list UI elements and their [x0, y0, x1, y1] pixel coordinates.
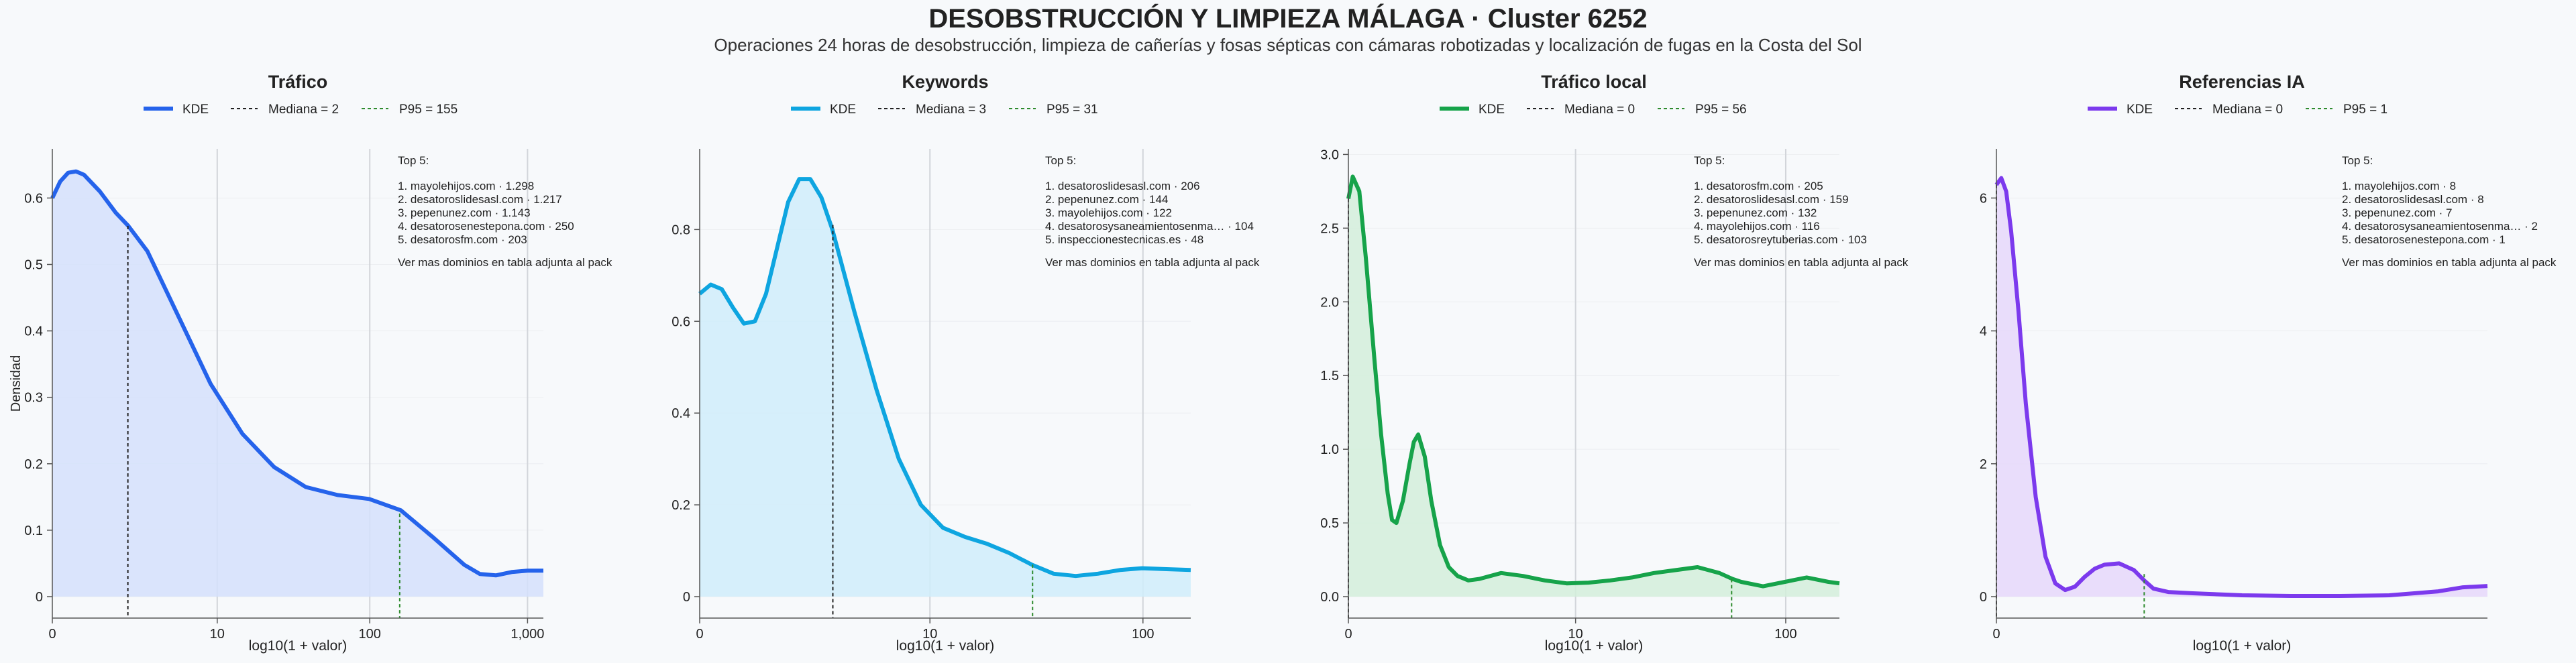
top5-item: 5. desatorosenestepona.com · 1	[2342, 233, 2506, 246]
y-tick-label: 0.0	[1320, 590, 1339, 605]
x-tick-label: 0	[696, 627, 703, 642]
legend-p95-label: P95 = 155	[399, 103, 458, 117]
top5-item: 2. pepenunez.com · 144	[1045, 193, 1168, 206]
y-tick-label: 0.5	[1320, 516, 1339, 531]
top5-item: 1. mayolehijos.com · 1.298	[398, 180, 534, 192]
x-axis-label: log10(1 + valor)	[1545, 638, 1644, 654]
top5-title: Top 5:	[398, 154, 429, 167]
chart-panel-3: Tráfico local KDE Mediana = 0 P95 = 56 0.0 0.…	[1320, 72, 1909, 654]
kde-line	[50, 169, 543, 578]
legend-kde-label: KDE	[830, 103, 856, 117]
top5-title: Top 5:	[1694, 154, 1725, 167]
top5-note: Ver mas dominios en tabla adjunta al pac…	[1045, 256, 1260, 269]
legend-p95-label: P95 = 56	[1695, 103, 1747, 117]
x-tick-label: 1,000	[511, 627, 544, 642]
y-tick-label: 0.3	[24, 391, 43, 406]
y-tick-label: 3.0	[1320, 147, 1339, 162]
top5-item: 1. desatoroslidesasl.com · 206	[1045, 180, 1200, 192]
legend-kde-label: KDE	[182, 103, 209, 117]
kde-area	[52, 171, 543, 597]
x-axis-label: log10(1 + valor)	[896, 638, 995, 654]
y-tick-label: 0.4	[672, 406, 690, 421]
panel-title: Tráfico	[268, 72, 328, 92]
legend-kde-label: KDE	[1479, 103, 1505, 117]
top5-item: 3. pepenunez.com · 1.143	[398, 206, 531, 219]
top5-item: 2. desatoroslidesasl.com · 8	[2342, 193, 2484, 206]
chart-panel-4: Referencias IA KDE Mediana = 0 P95 = 1 0 2 4 6 0…	[1980, 72, 2557, 654]
y-tick-label: 0.2	[672, 498, 690, 513]
top5-item: 3. pepenunez.com · 132	[1694, 206, 1817, 219]
legend-median-label: Mediana = 0	[1564, 103, 1635, 117]
legend-kde-label: KDE	[2127, 103, 2153, 117]
top5-item: 5. desatorosreytuberias.com · 103	[1694, 233, 1867, 246]
y-tick-label: 6	[1980, 191, 1987, 206]
y-axis-label: Densidad	[9, 355, 23, 412]
y-tick-label: 2.0	[1320, 295, 1339, 310]
panel-title: Keywords	[902, 72, 988, 92]
y-tick-label: 0.8	[672, 223, 690, 237]
chart-panel-1: Tráfico KDE Mediana = 2 P95 = 155 0 0.1 0.2 0.3…	[24, 72, 612, 654]
kde-area	[700, 179, 1191, 597]
top5-item: 4. mayolehijos.com · 116	[1694, 220, 1820, 233]
top5-note: Ver mas dominios en tabla adjunta al pac…	[2342, 256, 2557, 269]
x-tick-label: 10	[922, 627, 937, 642]
legend-median-label: Mediana = 3	[916, 103, 986, 117]
top5-note: Ver mas dominios en tabla adjunta al pac…	[398, 256, 612, 269]
top5-item: 2. desatoroslidesasl.com · 159	[1694, 193, 1849, 206]
top5-title: Top 5:	[2342, 154, 2373, 167]
top5-item: 5. inspeccionestecnicas.es · 48	[1045, 233, 1203, 246]
x-tick-label: 0	[48, 627, 56, 642]
page-subtitle: Operaciones 24 horas de desobstrucción, …	[714, 35, 1862, 55]
top5-item: 2. desatoroslidesasl.com · 1.217	[398, 193, 562, 206]
top5-item: 3. pepenunez.com · 7	[2342, 206, 2452, 219]
y-tick-label: 0.1	[24, 524, 43, 538]
top5-item: 1. mayolehijos.com · 8	[2342, 180, 2456, 192]
y-tick-label: 0.2	[24, 457, 43, 472]
y-tick-label: 0.6	[24, 191, 43, 206]
y-tick-label: 0	[1980, 590, 1987, 605]
legend-median-label: Mediana = 2	[268, 103, 339, 117]
y-tick-label: 0	[683, 590, 690, 605]
kde-area	[1348, 176, 1839, 597]
chart-panel-2: Keywords KDE Mediana = 3 P95 = 31 0 0.2 0.4 0.6…	[672, 72, 1260, 654]
x-tick-label: 100	[1774, 627, 1796, 642]
x-axis-label: log10(1 + valor)	[2193, 638, 2292, 654]
y-tick-label: 0.5	[24, 257, 43, 272]
page-title: DESOBSTRUCCIÓN Y LIMPIEZA MÁLAGA · Clust…	[928, 4, 1648, 34]
y-tick-label: 2	[1980, 457, 1987, 472]
top5-item: 1. desatorosfm.com · 205	[1694, 180, 1823, 192]
top5-item: 4. desatorosysaneamientosenma… · 104	[1045, 220, 1254, 233]
kde-line	[1346, 174, 1840, 589]
panel-title: Tráfico local	[1541, 72, 1647, 92]
y-tick-label: 0.6	[672, 314, 690, 329]
x-tick-label: 100	[359, 627, 381, 642]
x-tick-label: 0	[1344, 627, 1352, 642]
y-tick-label: 2.5	[1320, 221, 1339, 236]
x-tick-label: 100	[1132, 627, 1154, 642]
y-tick-label: 0	[36, 590, 43, 605]
kde-line	[1994, 176, 2488, 598]
y-tick-label: 1.5	[1320, 369, 1339, 383]
panel-title: Referencias IA	[2179, 72, 2305, 92]
top5-item: 4. desatorosenestepona.com · 250	[398, 220, 574, 233]
kde-line	[698, 177, 1191, 579]
y-tick-label: 0.4	[24, 324, 43, 339]
legend-p95-label: P95 = 1	[2343, 103, 2387, 117]
y-tick-label: 1.0	[1320, 442, 1339, 457]
top5-note: Ver mas dominios en tabla adjunta al pac…	[1694, 256, 1909, 269]
x-tick-label: 0	[1992, 627, 2000, 642]
y-tick-label: 4	[1980, 324, 1987, 339]
top5-item: 4. desatorosysaneamientosenma… · 2	[2342, 220, 2538, 233]
x-axis-label: log10(1 + valor)	[249, 638, 347, 654]
top5-item: 5. desatorosfm.com · 203	[398, 233, 527, 246]
legend-p95-label: P95 = 31	[1046, 103, 1098, 117]
top5-title: Top 5:	[1045, 154, 1076, 167]
x-tick-label: 10	[210, 627, 225, 642]
x-tick-label: 10	[1568, 627, 1583, 642]
top5-item: 3. mayolehijos.com · 122	[1045, 206, 1172, 219]
legend-median-label: Mediana = 0	[2212, 103, 2283, 117]
